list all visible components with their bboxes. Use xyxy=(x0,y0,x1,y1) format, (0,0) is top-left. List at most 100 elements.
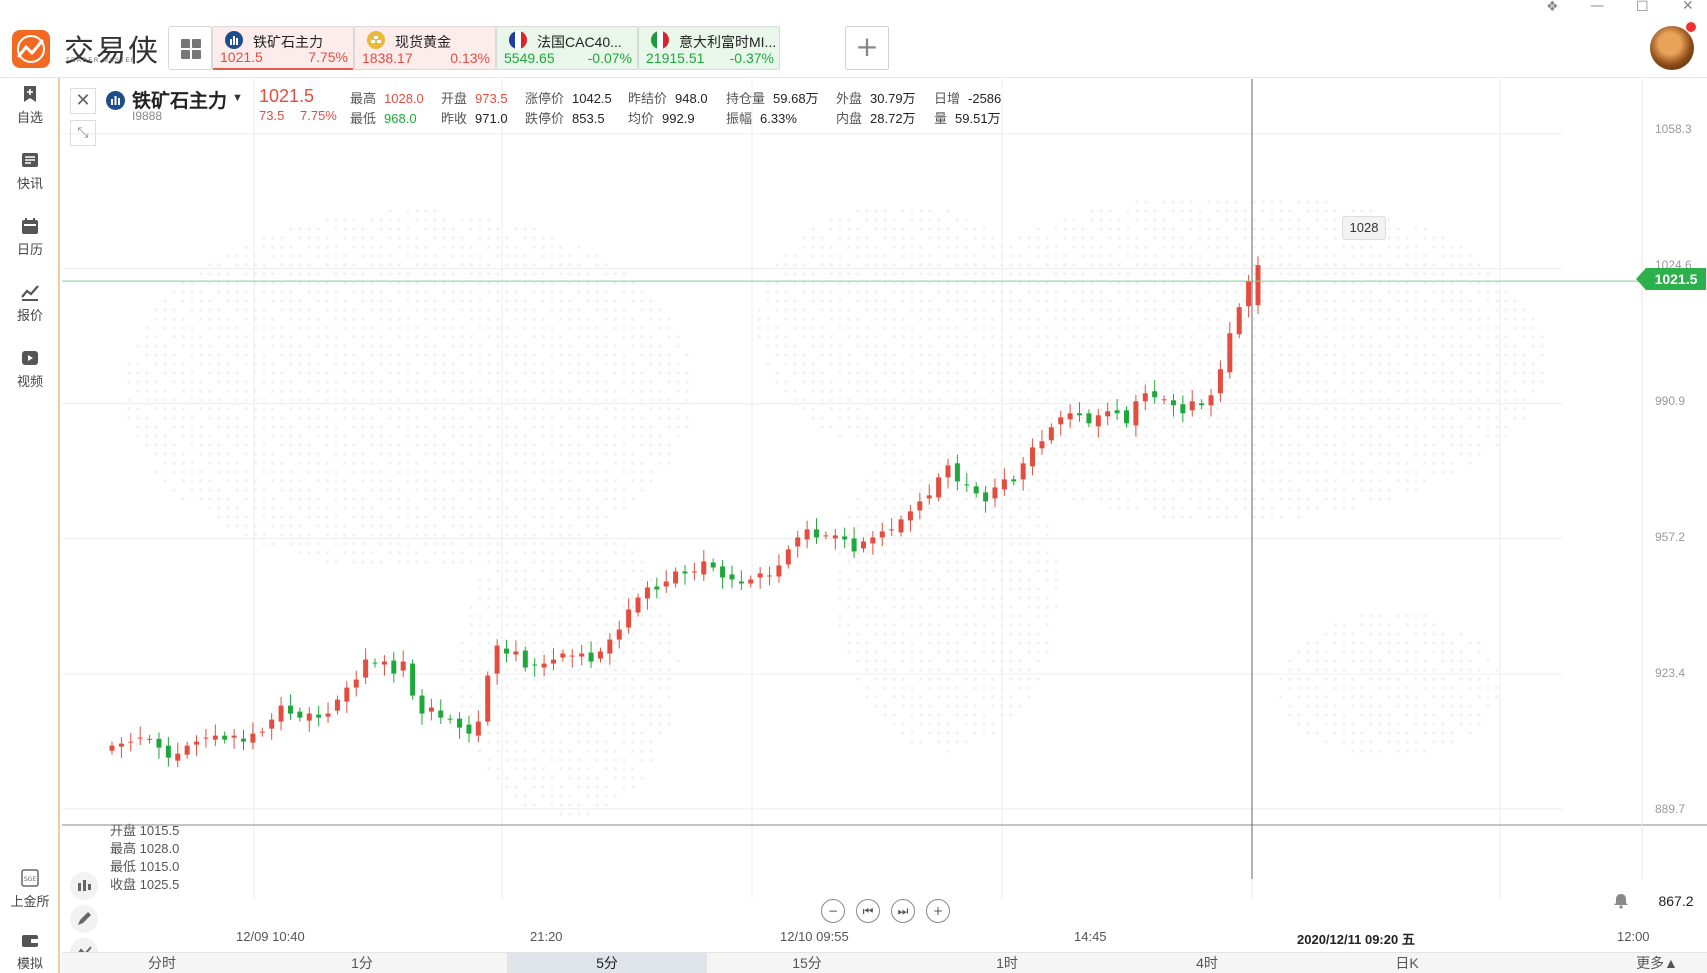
map-dot xyxy=(991,704,995,708)
map-dot xyxy=(793,326,797,330)
map-dot xyxy=(325,461,329,465)
map-dot xyxy=(910,695,914,699)
map-dot xyxy=(973,524,977,528)
close-icon[interactable]: ✕ xyxy=(1682,0,1694,14)
map-dot xyxy=(775,326,779,330)
map-dot xyxy=(523,524,527,528)
map-dot xyxy=(1090,263,1094,267)
sidebar-item-sge[interactable]: SGE 上金所 xyxy=(0,868,60,910)
map-dot xyxy=(856,389,860,393)
minimize-icon[interactable]: — xyxy=(1590,0,1604,14)
map-dot xyxy=(649,749,653,753)
map-dot xyxy=(568,263,572,267)
map-dot xyxy=(1117,272,1121,276)
map-dot xyxy=(541,425,545,429)
map-dot xyxy=(604,290,608,294)
map-dot xyxy=(1333,281,1337,285)
tab-ftse-mib[interactable]: 意大利富时MI... 21915.51 -0.37% xyxy=(638,26,780,70)
map-dot xyxy=(1450,371,1454,375)
map-dot xyxy=(928,524,932,528)
map-dot xyxy=(1036,569,1040,573)
map-dot xyxy=(487,731,491,735)
map-dot xyxy=(1216,200,1220,204)
map-dot xyxy=(1423,443,1427,447)
map-dot xyxy=(910,308,914,312)
map-dot xyxy=(541,587,545,591)
map-dot xyxy=(586,722,590,726)
map-dot xyxy=(145,443,149,447)
map-dot xyxy=(487,317,491,321)
map-dot xyxy=(892,407,896,411)
map-dot xyxy=(406,290,410,294)
map-dot xyxy=(1306,326,1310,330)
map-dot xyxy=(1072,362,1076,366)
map-dot xyxy=(946,677,950,681)
layers-icon[interactable]: ❖ xyxy=(1546,0,1559,15)
map-dot xyxy=(1261,479,1265,483)
sidebar-item-news[interactable]: 快讯 xyxy=(0,150,60,192)
map-dot xyxy=(460,533,464,537)
map-dot xyxy=(1018,488,1022,492)
map-dot xyxy=(397,272,401,276)
map-dot xyxy=(487,632,491,636)
map-dot xyxy=(163,371,167,375)
map-dot xyxy=(1414,704,1418,708)
add-tab-button[interactable]: + xyxy=(845,26,889,70)
map-dot xyxy=(901,641,905,645)
map-dot xyxy=(388,362,392,366)
map-dot xyxy=(649,335,653,339)
candle-body xyxy=(128,741,134,743)
map-dot xyxy=(550,650,554,654)
map-dot xyxy=(1468,416,1472,420)
map-dot xyxy=(271,236,275,240)
map-dot xyxy=(1144,218,1148,222)
map-dot xyxy=(577,290,581,294)
map-dot xyxy=(136,344,140,348)
map-dot xyxy=(1396,677,1400,681)
map-dot xyxy=(361,317,365,321)
map-dot xyxy=(532,686,536,690)
tab-cac40[interactable]: 法国CAC40... 5549.65 -0.07% xyxy=(496,26,638,70)
candle-body xyxy=(231,735,237,738)
avatar[interactable] xyxy=(1650,26,1694,70)
map-dot xyxy=(334,479,338,483)
map-dot xyxy=(388,317,392,321)
map-dot xyxy=(1225,281,1229,285)
map-dot xyxy=(1027,443,1031,447)
map-dot xyxy=(577,641,581,645)
map-dot xyxy=(532,263,536,267)
map-dot xyxy=(973,254,977,258)
map-dot xyxy=(1297,236,1301,240)
map-dot xyxy=(208,416,212,420)
map-dot xyxy=(919,245,923,249)
map-dot xyxy=(1441,245,1445,249)
candlestick-chart[interactable] xyxy=(62,79,1707,952)
map-dot xyxy=(316,407,320,411)
map-dot xyxy=(892,416,896,420)
maximize-icon[interactable]: ☐ xyxy=(1636,0,1649,15)
map-dot xyxy=(244,272,248,276)
sidebar-item-calendar[interactable]: 日历 xyxy=(0,216,60,258)
map-dot xyxy=(433,443,437,447)
map-dot xyxy=(1450,389,1454,393)
map-dot xyxy=(1270,470,1274,474)
map-dot xyxy=(190,398,194,402)
map-dot xyxy=(1342,623,1346,627)
map-dot xyxy=(550,578,554,582)
map-dot xyxy=(1126,506,1130,510)
map-dot xyxy=(1081,389,1085,393)
map-dot xyxy=(577,731,581,735)
tab-spot-gold[interactable]: 现货黄金 1838.17 0.13% xyxy=(354,26,496,70)
sidebar-item-quotes[interactable]: 报价 xyxy=(0,282,60,324)
map-dot xyxy=(1090,245,1094,249)
sidebar-item-watchlist[interactable]: 自选 xyxy=(0,84,60,126)
sidebar-item-video[interactable]: 视频 xyxy=(0,348,60,390)
tab-iron-ore[interactable]: 铁矿石主力 1021.5 7.75% xyxy=(212,26,354,70)
layout-grid-button[interactable] xyxy=(168,26,212,70)
map-dot xyxy=(172,308,176,312)
map-dot xyxy=(1378,272,1382,276)
map-dot xyxy=(1135,461,1139,465)
map-dot xyxy=(1297,515,1301,519)
sidebar-item-simulate[interactable]: 模拟 xyxy=(0,930,60,972)
map-dot xyxy=(226,281,230,285)
